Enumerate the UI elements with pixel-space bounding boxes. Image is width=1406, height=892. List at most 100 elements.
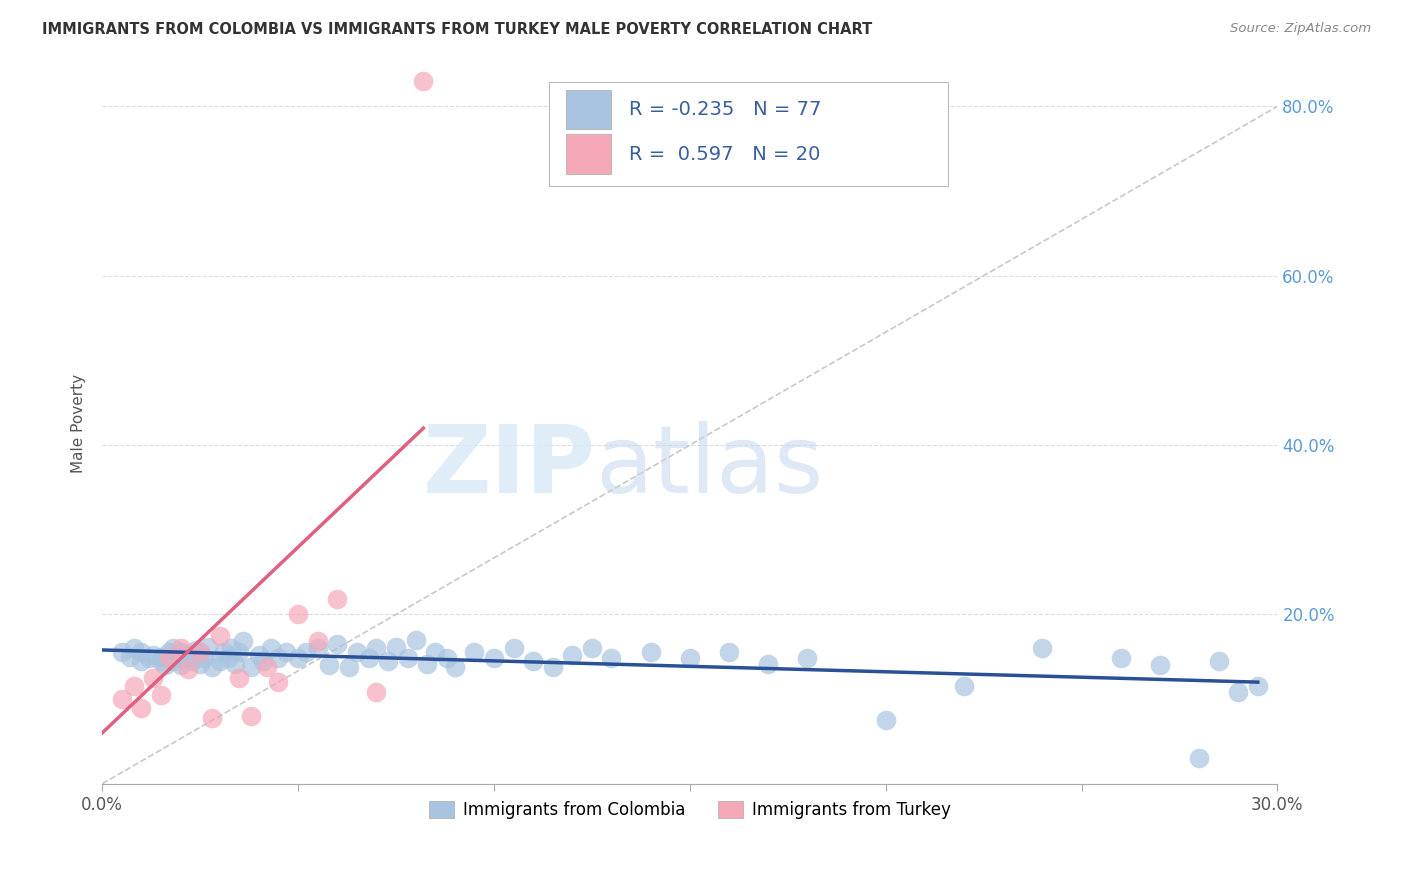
- Point: [1109, 651, 1132, 665]
- Point: [193, 651, 215, 665]
- Point: [256, 660, 278, 674]
- Point: [425, 646, 447, 660]
- Text: R =  0.597   N = 20: R = 0.597 N = 20: [628, 145, 820, 163]
- Point: [224, 657, 246, 671]
- Text: atlas: atlas: [596, 421, 824, 513]
- Point: [153, 658, 176, 673]
- Point: [201, 711, 224, 725]
- Point: [188, 657, 211, 671]
- Point: [228, 646, 250, 660]
- Point: [307, 641, 329, 656]
- Point: [197, 640, 219, 654]
- Point: [131, 700, 153, 714]
- Legend: Immigrants from Colombia, Immigrants from Turkey: Immigrants from Colombia, Immigrants fro…: [423, 794, 957, 826]
- Point: [201, 660, 224, 674]
- Point: [217, 651, 239, 665]
- Point: [600, 651, 623, 665]
- Point: [295, 646, 318, 660]
- Point: [326, 592, 349, 607]
- Point: [412, 74, 434, 88]
- Point: [208, 654, 231, 668]
- FancyBboxPatch shape: [567, 89, 612, 129]
- Point: [212, 646, 235, 660]
- Point: [111, 646, 134, 660]
- Point: [436, 651, 458, 665]
- Point: [396, 651, 419, 665]
- Point: [287, 607, 309, 622]
- Point: [157, 646, 180, 660]
- Point: [173, 651, 195, 665]
- Text: IMMIGRANTS FROM COLOMBIA VS IMMIGRANTS FROM TURKEY MALE POVERTY CORRELATION CHAR: IMMIGRANTS FROM COLOMBIA VS IMMIGRANTS F…: [42, 22, 873, 37]
- Point: [1208, 654, 1230, 668]
- Point: [188, 646, 211, 660]
- Point: [581, 641, 603, 656]
- Point: [1247, 679, 1270, 693]
- Point: [111, 692, 134, 706]
- FancyBboxPatch shape: [567, 134, 612, 174]
- Point: [186, 643, 208, 657]
- Point: [122, 679, 145, 693]
- Point: [142, 648, 165, 662]
- Text: ZIP: ZIP: [423, 421, 596, 513]
- Point: [149, 649, 172, 664]
- Point: [717, 646, 740, 660]
- Point: [252, 654, 274, 668]
- Point: [875, 713, 897, 727]
- Point: [267, 675, 290, 690]
- Point: [1031, 641, 1053, 656]
- Point: [142, 671, 165, 685]
- Point: [318, 658, 340, 673]
- Point: [177, 648, 200, 662]
- Point: [131, 654, 153, 668]
- Point: [337, 660, 360, 674]
- Point: [138, 651, 160, 665]
- Point: [287, 651, 309, 665]
- Text: Source: ZipAtlas.com: Source: ZipAtlas.com: [1230, 22, 1371, 36]
- Point: [157, 651, 180, 665]
- Point: [443, 660, 465, 674]
- Point: [162, 654, 184, 668]
- Point: [1149, 658, 1171, 673]
- Point: [1188, 751, 1211, 765]
- Point: [796, 651, 818, 665]
- Point: [640, 646, 662, 660]
- Text: R = -0.235   N = 77: R = -0.235 N = 77: [628, 100, 821, 119]
- Point: [122, 641, 145, 656]
- Point: [247, 648, 270, 662]
- Point: [169, 658, 191, 673]
- Point: [221, 641, 243, 656]
- Point: [177, 662, 200, 676]
- Point: [208, 629, 231, 643]
- Point: [679, 651, 702, 665]
- Y-axis label: Male Poverty: Male Poverty: [72, 375, 86, 474]
- Point: [326, 637, 349, 651]
- Point: [1227, 685, 1250, 699]
- Point: [541, 660, 564, 674]
- Point: [232, 634, 254, 648]
- Point: [953, 679, 976, 693]
- Point: [357, 651, 380, 665]
- Point: [522, 654, 544, 668]
- Point: [346, 646, 368, 660]
- Point: [240, 660, 263, 674]
- Point: [149, 654, 172, 668]
- Point: [366, 641, 388, 656]
- Point: [188, 646, 211, 660]
- Point: [118, 649, 141, 664]
- Point: [267, 651, 290, 665]
- Point: [307, 634, 329, 648]
- Point: [561, 648, 583, 662]
- Point: [502, 641, 524, 656]
- Point: [169, 646, 191, 660]
- FancyBboxPatch shape: [548, 82, 948, 186]
- Point: [169, 641, 191, 656]
- Point: [377, 654, 399, 668]
- Point: [482, 651, 505, 665]
- Point: [162, 641, 184, 656]
- Point: [385, 640, 408, 654]
- Point: [756, 657, 779, 671]
- Point: [366, 685, 388, 699]
- Point: [181, 654, 204, 668]
- Point: [131, 646, 153, 660]
- Point: [405, 632, 427, 647]
